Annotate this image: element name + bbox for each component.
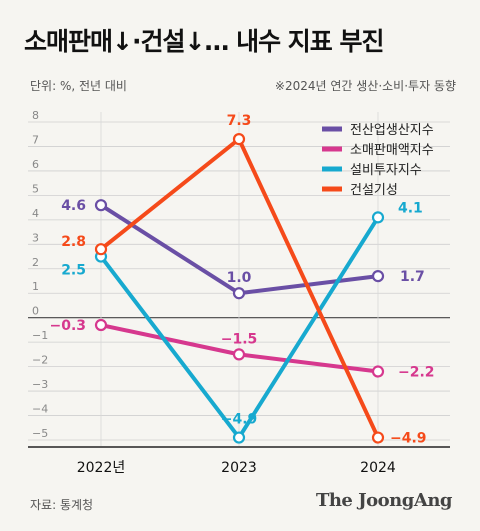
- y-tick-label: −3: [32, 378, 48, 391]
- data-point: [232, 431, 246, 444]
- footnote: ※2024년 연간 생산·소비·투자 동향: [274, 79, 456, 93]
- data-label: −4.9: [221, 412, 258, 428]
- y-tick-label: −2: [32, 354, 48, 367]
- x-tick-label: 2024: [360, 460, 396, 476]
- data-label: 4.6: [61, 198, 86, 214]
- y-tick-label: −1: [32, 329, 48, 342]
- x-tick-label: 2022년: [77, 460, 126, 476]
- data-label: 2.8: [61, 234, 86, 250]
- y-tick-label: 3: [32, 231, 39, 244]
- data-label: 7.3: [227, 113, 252, 129]
- data-point: [371, 270, 385, 283]
- data-label: 4.1: [398, 200, 423, 216]
- data-point: [232, 133, 246, 146]
- data-point: [232, 348, 246, 361]
- data-label: −1.5: [221, 331, 258, 347]
- data-point: [371, 431, 385, 444]
- y-tick-label: −5: [32, 427, 48, 440]
- series-line-2: [99, 215, 380, 440]
- legend-label: 전산업생산지수: [350, 123, 434, 138]
- y-tick-label: 7: [32, 133, 39, 146]
- y-tick-label: −4: [32, 403, 48, 416]
- data-point: [94, 199, 108, 212]
- x-tick-label: 2023: [221, 460, 257, 476]
- data-label: −0.3: [49, 318, 86, 334]
- data-label: −4.9: [390, 431, 427, 447]
- data-point: [232, 287, 246, 300]
- y-tick-label: 6: [32, 158, 39, 171]
- y-tick-label: 0: [32, 305, 39, 318]
- chart-title: 소매판매↓·건설↓… 내수 지표 부진: [24, 27, 385, 56]
- y-tick-label: 1: [32, 280, 39, 293]
- data-point: [94, 243, 108, 256]
- y-tick-label: 8: [32, 109, 39, 122]
- data-point: [371, 365, 385, 378]
- y-tick-label: 5: [32, 182, 39, 195]
- y-tick-label: 2: [32, 256, 39, 269]
- data-label: 1.0: [227, 270, 252, 286]
- legend-label: 설비투자지수: [350, 163, 422, 178]
- publisher-logo: The JoongAng: [315, 490, 453, 511]
- data-label: 1.7: [400, 269, 425, 285]
- y-tick-label: 4: [32, 207, 39, 220]
- unit-label: 단위: %, 전년 대비: [30, 79, 127, 93]
- legend-label: 건설기성: [350, 183, 398, 198]
- legend-label: 소매판매액지수: [350, 143, 434, 158]
- data-label: 2.5: [61, 263, 86, 279]
- source-label: 자료: 통계청: [30, 498, 94, 512]
- data-point: [94, 318, 108, 332]
- data-label: −2.2: [398, 365, 435, 381]
- data-point: [371, 211, 385, 224]
